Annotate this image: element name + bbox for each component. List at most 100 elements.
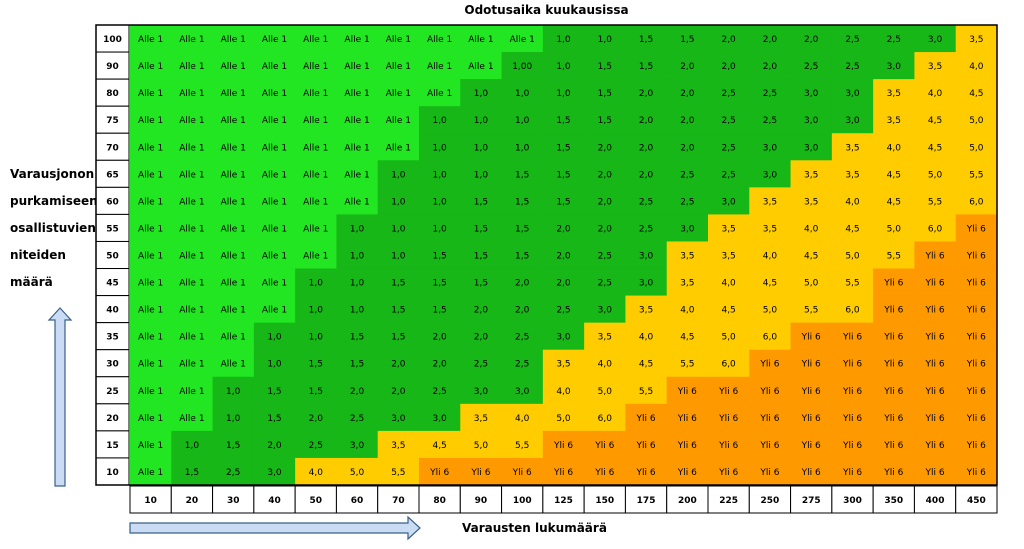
cell-value-label: 1,5 <box>515 252 529 262</box>
heatmap-cell <box>790 160 833 188</box>
heatmap-cell <box>501 376 544 405</box>
cell-value-label: 1,0 <box>309 306 324 316</box>
heatmap-cell <box>831 241 874 270</box>
y-axis-label-line: purkamiseen <box>10 194 98 208</box>
heatmap-cell <box>542 214 585 242</box>
heatmap-cell <box>295 160 337 188</box>
heatmap-cell <box>625 25 668 53</box>
cell-value-label: 2,0 <box>391 360 406 370</box>
cell-value-label: 4,0 <box>721 279 736 289</box>
heatmap-cell <box>130 403 172 432</box>
cell-value-label: 1,5 <box>432 252 446 262</box>
y-tick-label: 25 <box>106 387 119 397</box>
cell-value-label: Alle 1 <box>427 35 452 45</box>
x-tick-label: 400 <box>926 496 945 506</box>
heatmap-cell <box>377 268 420 297</box>
cell-value-label: 3,0 <box>887 62 902 72</box>
cell-value-label: 5,0 <box>556 414 571 424</box>
x-tick-cell <box>666 485 709 514</box>
heatmap-cell <box>749 241 792 270</box>
cell-value-label: Alle 1 <box>138 252 163 262</box>
cell-value-label: 2,0 <box>598 224 613 234</box>
cell-value-label: 4,5 <box>763 279 777 289</box>
cell-value-label: Yli 6 <box>966 306 986 316</box>
cell-value-label: Alle 1 <box>468 35 493 45</box>
heatmap-cell <box>749 376 792 405</box>
cell-value-label: 2,0 <box>556 252 571 262</box>
cell-value-label: 5,0 <box>969 116 984 126</box>
cell-value-label: Yli 6 <box>966 387 986 397</box>
cell-value-label: Yli 6 <box>801 360 821 370</box>
cell-value-label: 3,5 <box>969 35 983 45</box>
cell-value-label: 1,0 <box>432 197 447 207</box>
heatmap-cell <box>419 376 461 405</box>
cell-value-label: Yli 6 <box>883 468 903 478</box>
heatmap-cell <box>212 25 255 53</box>
cell-value-label: Alle 1 <box>138 170 163 180</box>
cell-value-label: 1,0 <box>474 143 489 153</box>
heatmap-cell <box>708 349 750 378</box>
heatmap-cell <box>419 187 461 215</box>
heatmap-cell <box>790 241 833 270</box>
cell-value-label: Alle 1 <box>262 116 287 126</box>
heatmap-cell <box>460 106 503 134</box>
cell-value-label: 1,0 <box>556 89 571 99</box>
cell-value-label: Yli 6 <box>966 224 986 234</box>
heatmap-cell <box>542 457 585 486</box>
heatmap-cell <box>708 106 750 134</box>
heatmap-cell <box>831 349 874 378</box>
heatmap-cell <box>212 403 255 432</box>
heatmap-cell <box>749 187 792 215</box>
x-tick-label: 80 <box>433 496 446 506</box>
heatmap-cell <box>625 403 668 432</box>
heatmap-cell <box>666 79 709 107</box>
heatmap-cell <box>955 376 998 405</box>
heatmap-cell <box>790 403 833 432</box>
heatmap-cell <box>501 106 544 134</box>
cell-value-label: 1,5 <box>474 197 488 207</box>
y-tick-label: 20 <box>106 414 119 424</box>
cell-value-label: Alle 1 <box>179 62 204 72</box>
heatmap-cell <box>460 187 503 215</box>
cell-value-label: 1,5 <box>432 306 446 316</box>
heatmap-cell <box>914 214 957 242</box>
cell-value-label: Alle 1 <box>344 170 369 180</box>
cell-value-label: 2,0 <box>432 360 447 370</box>
heatmap-cell <box>501 430 544 459</box>
heatmap-cell <box>130 79 172 107</box>
cell-value-label: Alle 1 <box>179 116 204 126</box>
heatmap-cell <box>790 106 833 134</box>
cell-value-label: 2,5 <box>804 62 818 72</box>
y-tick-label: 15 <box>106 441 119 451</box>
cell-value-label: 1,5 <box>556 197 570 207</box>
cell-value-label: 3,5 <box>474 414 488 424</box>
cell-value-label: 1,5 <box>639 35 653 45</box>
cell-value-label: Alle 1 <box>179 224 204 234</box>
cell-value-label: 1,0 <box>226 387 241 397</box>
heatmap-cell <box>914 133 957 161</box>
heatmap-cell <box>171 241 214 270</box>
cell-value-label: 5,0 <box>804 279 819 289</box>
cell-value-label: 2,5 <box>763 116 777 126</box>
cell-value-label: Alle 1 <box>386 89 411 99</box>
heatmap-cell <box>749 214 792 242</box>
cell-value-label: Alle 1 <box>262 197 287 207</box>
heatmap-cell <box>130 241 172 270</box>
heatmap-cell <box>336 403 379 432</box>
heatmap-cell <box>873 241 915 270</box>
cell-value-label: 3,5 <box>804 197 818 207</box>
x-tick-label: 250 <box>761 496 780 506</box>
cell-value-label: Alle 1 <box>221 170 246 180</box>
heatmap-cell <box>666 295 709 324</box>
cell-value-label: Alle 1 <box>179 35 204 45</box>
cell-value-label: 1,5 <box>391 333 405 343</box>
cell-value-label: 2,0 <box>763 62 778 72</box>
heatmap-cell <box>955 295 998 324</box>
heatmap-cell <box>130 268 172 297</box>
heatmap-cell <box>955 52 998 80</box>
heatmap-cell <box>955 160 998 188</box>
x-tick-cell <box>872 485 915 514</box>
cell-value-label: Alle 1 <box>468 62 493 72</box>
heatmap-cell <box>584 133 626 161</box>
heatmap-cell <box>625 187 668 215</box>
